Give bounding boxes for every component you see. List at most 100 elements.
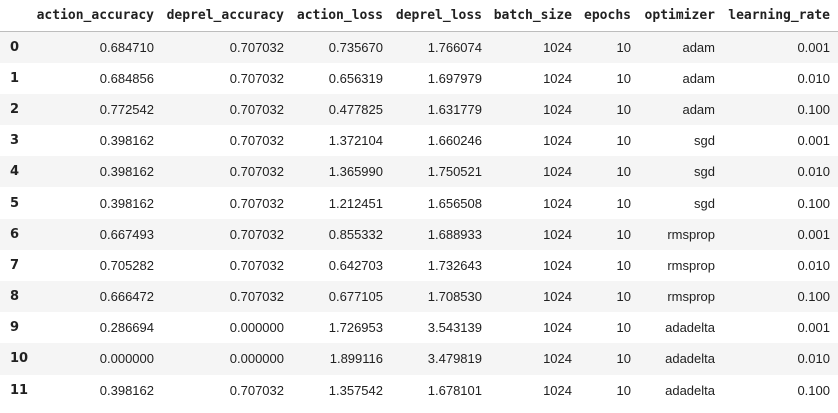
cell-learning-rate: 0.010 [797, 351, 830, 367]
cell-batch-size: 1024 [543, 289, 572, 305]
cell-epochs: 10 [616, 382, 631, 398]
cell-optimizer: sgd [694, 164, 715, 180]
cell-action-loss: 1.357542 [328, 382, 383, 398]
row-index: 1 [10, 70, 20, 86]
cell-deprel-loss: 1.660246 [427, 133, 482, 149]
cell-deprel-accuracy: 0.707032 [229, 289, 284, 305]
cell-action-accuracy: 0.000000 [99, 351, 154, 367]
cell-optimizer: rmsprop [667, 226, 715, 242]
cell-action-accuracy: 0.772542 [99, 101, 154, 117]
cell-action-loss: 0.477825 [328, 101, 383, 117]
cell-learning-rate: 0.100 [797, 382, 830, 398]
cell-deprel-accuracy: 0.707032 [229, 257, 284, 273]
cell-action-accuracy: 0.398162 [99, 195, 154, 211]
table-row: 2 0.772542 0.707032 0.477825 1.631779 1024 10 a… [0, 93, 838, 126]
cell-deprel-loss: 1.688933 [427, 226, 482, 242]
cell-batch-size: 1024 [543, 226, 572, 242]
cell-deprel-loss: 1.631779 [427, 101, 482, 117]
row-index: 0 [10, 39, 20, 55]
column-header-optimizer: optimizer [639, 0, 723, 32]
cell-deprel-loss: 1.656508 [427, 195, 482, 211]
row-index: 9 [10, 320, 20, 336]
cell-deprel-accuracy: 0.707032 [229, 39, 284, 55]
cell-batch-size: 1024 [543, 257, 572, 273]
row-index: 3 [10, 133, 20, 149]
cell-learning-rate: 0.010 [797, 164, 830, 180]
cell-action-accuracy: 0.398162 [99, 164, 154, 180]
cell-optimizer: sgd [694, 133, 715, 149]
cell-deprel-accuracy: 0.707032 [229, 195, 284, 211]
table-row: 4 0.398162 0.707032 1.365990 1.750521 1024 10 s… [0, 156, 838, 188]
cell-epochs: 10 [616, 101, 631, 117]
cell-epochs: 10 [616, 133, 631, 149]
row-index: 4 [10, 164, 20, 180]
cell-batch-size: 1024 [543, 382, 572, 398]
cell-batch-size: 1024 [543, 195, 572, 211]
column-header-learning-rate: learning_rate [723, 0, 838, 32]
row-index: 11 [10, 382, 29, 398]
cell-optimizer: adam [682, 39, 715, 55]
cell-action-accuracy: 0.705282 [99, 257, 154, 273]
cell-epochs: 10 [616, 351, 631, 367]
cell-deprel-loss: 3.543139 [427, 320, 482, 336]
cell-learning-rate: 0.010 [797, 257, 830, 273]
index-header [0, 0, 30, 32]
cell-action-accuracy: 0.684856 [99, 70, 154, 86]
cell-epochs: 10 [616, 164, 631, 180]
cell-batch-size: 1024 [543, 320, 572, 336]
cell-action-accuracy: 0.667493 [99, 226, 154, 242]
cell-action-loss: 1.212451 [328, 195, 383, 211]
table-row: 0 0.684710 0.707032 0.735670 1.766074 1024 10 a… [0, 31, 838, 63]
cell-deprel-accuracy: 0.707032 [229, 382, 284, 398]
cell-action-loss: 0.735670 [328, 39, 383, 55]
cell-deprel-loss: 3.479819 [427, 351, 482, 367]
cell-batch-size: 1024 [543, 101, 572, 117]
cell-deprel-accuracy: 0.707032 [229, 133, 284, 149]
cell-epochs: 10 [616, 226, 631, 242]
cell-deprel-loss: 1.732643 [427, 257, 482, 273]
cell-batch-size: 1024 [543, 164, 572, 180]
column-header-batch-size: batch_size [490, 0, 580, 32]
cell-optimizer: adam [682, 70, 715, 86]
cell-deprel-loss: 1.766074 [427, 39, 482, 55]
cell-batch-size: 1024 [543, 351, 572, 367]
cell-action-accuracy: 0.684710 [99, 39, 154, 55]
cell-deprel-loss: 1.708530 [427, 289, 482, 305]
table-body: 0 0.684710 0.707032 0.735670 1.766074 1024 10 a… [0, 31, 838, 406]
cell-deprel-accuracy: 0.000000 [229, 351, 284, 367]
cell-deprel-accuracy: 0.707032 [229, 164, 284, 180]
cell-deprel-accuracy: 0.707032 [229, 101, 284, 117]
cell-deprel-loss: 1.697979 [427, 70, 482, 86]
cell-learning-rate: 0.100 [797, 289, 830, 305]
cell-optimizer: adadelta [665, 382, 715, 398]
cell-epochs: 10 [616, 70, 631, 86]
cell-action-accuracy: 0.666472 [99, 289, 154, 305]
cell-action-loss: 1.899116 [329, 351, 383, 367]
cell-action-accuracy: 0.398162 [99, 382, 154, 398]
cell-learning-rate: 0.001 [797, 133, 830, 149]
header-row: action_accuracy deprel_accuracy action_l… [0, 0, 838, 32]
cell-optimizer: sgd [694, 195, 715, 211]
cell-action-loss: 0.855332 [328, 226, 383, 242]
row-index: 7 [10, 257, 20, 273]
cell-deprel-accuracy: 0.707032 [229, 70, 284, 86]
cell-action-loss: 1.372104 [328, 133, 383, 149]
cell-epochs: 10 [616, 195, 631, 211]
cell-optimizer: rmsprop [667, 289, 715, 305]
cell-optimizer: adadelta [665, 320, 715, 336]
table-row: 1 0.684856 0.707032 0.656319 1.697979 1024 10 a… [0, 62, 838, 94]
cell-learning-rate: 0.100 [797, 101, 830, 117]
column-header-epochs: epochs [580, 0, 639, 32]
cell-epochs: 10 [616, 320, 631, 336]
cell-deprel-accuracy: 0.000000 [229, 320, 284, 336]
cell-deprel-accuracy: 0.707032 [229, 226, 284, 242]
row-index: 8 [10, 289, 20, 305]
column-header-deprel-accuracy: deprel_accuracy [162, 0, 292, 32]
cell-epochs: 10 [616, 39, 631, 55]
cell-optimizer: adadelta [665, 351, 715, 367]
cell-action-accuracy: 0.398162 [99, 133, 154, 149]
cell-deprel-loss: 1.678101 [427, 382, 482, 398]
cell-batch-size: 1024 [543, 70, 572, 86]
cell-action-loss: 1.726953 [328, 320, 383, 336]
column-header-action-accuracy: action_accuracy [30, 0, 162, 32]
